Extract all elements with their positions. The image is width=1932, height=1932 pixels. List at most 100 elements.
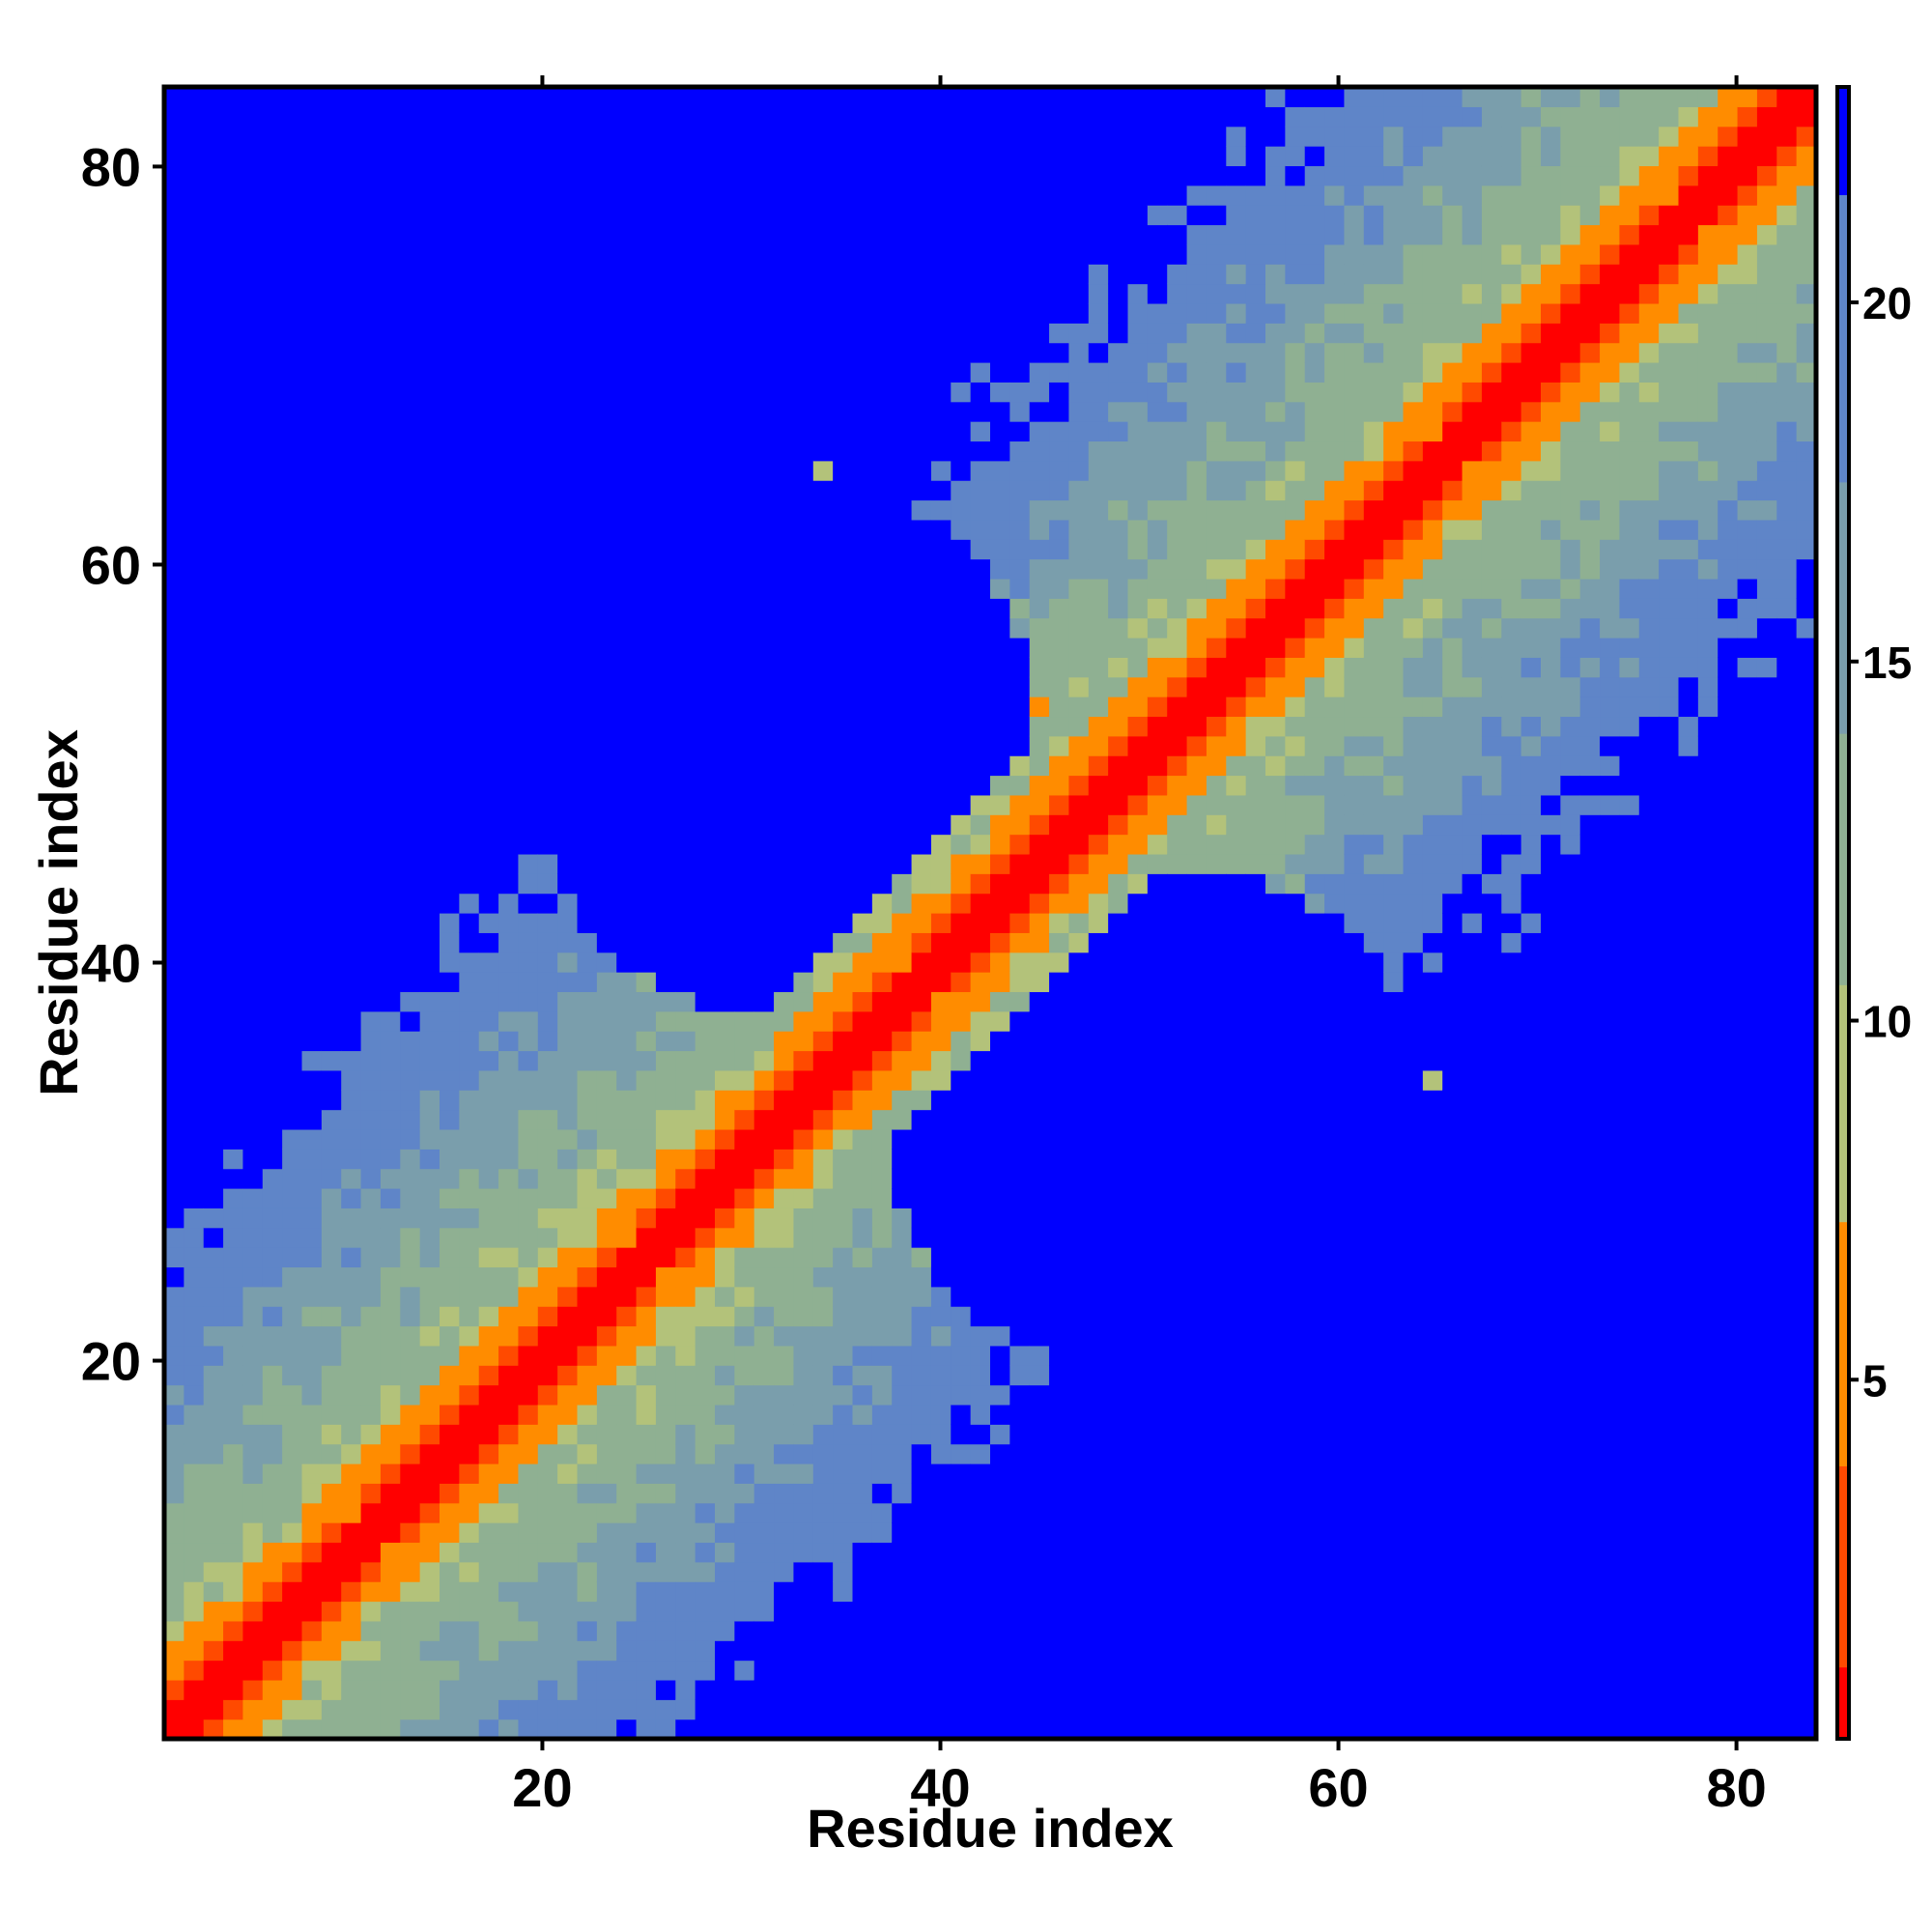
heatmap-cell (655, 1188, 676, 1208)
heatmap-cell (1029, 224, 1050, 245)
heatmap-cell (892, 1404, 913, 1425)
heatmap-cell (990, 834, 1010, 855)
heatmap-cell (753, 1168, 775, 1189)
heatmap-cell (675, 401, 696, 422)
heatmap-cell (1226, 1188, 1247, 1208)
heatmap-cell (203, 1168, 224, 1189)
heatmap-cell (1147, 558, 1168, 580)
heatmap-cell (164, 362, 185, 383)
heatmap-cell (262, 1463, 283, 1484)
heatmap-cell (793, 1266, 814, 1288)
heatmap-cell (833, 1522, 854, 1544)
heatmap-cell (596, 1090, 617, 1111)
heatmap-cell (892, 1090, 913, 1111)
heatmap-cell (852, 834, 873, 855)
heatmap-cell (1127, 578, 1149, 599)
heatmap-cell (478, 893, 499, 914)
heatmap-cell (1186, 362, 1208, 383)
heatmap-cell (990, 617, 1010, 639)
heatmap-cell (871, 1031, 893, 1052)
heatmap-cell (812, 755, 834, 777)
heatmap-cell (440, 323, 460, 344)
heatmap-cell (1108, 126, 1129, 147)
heatmap-cell (930, 617, 952, 639)
heatmap-cell (1147, 1443, 1168, 1464)
heatmap-cell (1226, 1463, 1247, 1484)
heatmap-cell (478, 1640, 499, 1662)
heatmap-cell (1245, 696, 1266, 718)
heatmap-cell (616, 401, 638, 422)
heatmap-cell (753, 1561, 775, 1582)
heatmap-cell (596, 1384, 617, 1406)
heatmap-cell (440, 638, 460, 658)
heatmap-cell (1304, 1502, 1325, 1523)
heatmap-cell (223, 558, 244, 580)
heatmap-cell (970, 342, 991, 363)
heatmap-cell (518, 952, 539, 973)
heatmap-cell (1226, 342, 1247, 363)
heatmap-cell (990, 1286, 1010, 1307)
heatmap-cell (1029, 1247, 1050, 1268)
heatmap-cell (1265, 1306, 1286, 1327)
heatmap-cell (774, 1247, 795, 1268)
heatmap-cell (537, 735, 558, 756)
heatmap-cell (1167, 1188, 1188, 1208)
heatmap-cell (518, 913, 539, 933)
heatmap-cell (1167, 1483, 1188, 1504)
heatmap-cell (459, 676, 480, 697)
heatmap-cell (164, 716, 185, 737)
heatmap-cell (1108, 558, 1129, 580)
heatmap-cell (753, 1128, 775, 1150)
heatmap-cell (1108, 1031, 1129, 1052)
heatmap-cell (616, 539, 638, 560)
heatmap-cell (1245, 440, 1266, 462)
heatmap-cell (812, 1306, 834, 1327)
heatmap-cell (1127, 1266, 1149, 1288)
heatmap-cell (990, 913, 1010, 933)
heatmap-cell (184, 558, 205, 580)
heatmap-cell (833, 1128, 854, 1150)
heatmap-cell (498, 1050, 520, 1071)
heatmap-cell (1108, 1522, 1129, 1544)
heatmap-cell (734, 1502, 755, 1523)
heatmap-cell (301, 558, 323, 580)
heatmap-cell (1147, 794, 1168, 815)
heatmap-cell (616, 1031, 638, 1052)
heatmap-cell (301, 834, 323, 855)
heatmap-cell (1029, 243, 1050, 265)
heatmap-cell (321, 1679, 342, 1700)
heatmap-cell (596, 834, 617, 855)
heatmap-cell (1049, 1581, 1070, 1603)
heatmap-cell (930, 657, 952, 678)
heatmap-cell (892, 735, 913, 756)
heatmap-cell (557, 1424, 579, 1445)
heatmap-cell (1147, 1109, 1168, 1130)
heatmap-cell (1186, 893, 1208, 914)
heatmap-cell (1186, 1188, 1208, 1208)
heatmap-cell (1324, 1601, 1346, 1622)
heatmap-cell (360, 1719, 382, 1740)
heatmap-cell (1206, 1128, 1227, 1150)
heatmap-cell (1068, 558, 1090, 580)
heatmap-cell (1108, 716, 1129, 737)
heatmap-cell (419, 185, 440, 206)
heatmap-cell (518, 598, 539, 619)
heatmap-cell (557, 421, 579, 442)
heatmap-cell (1285, 716, 1306, 737)
heatmap-cell (301, 617, 323, 639)
heatmap-cell (459, 716, 480, 737)
heatmap-cell (419, 1561, 440, 1582)
heatmap-cell (970, 1128, 991, 1150)
heatmap-cell (1285, 323, 1306, 344)
heatmap-cell (184, 735, 205, 756)
heatmap-cell (596, 794, 617, 815)
heatmap-cell (1108, 853, 1129, 874)
heatmap-cell (990, 1069, 1010, 1091)
heatmap-cell (184, 794, 205, 815)
heatmap-cell (675, 853, 696, 874)
heatmap-cell (360, 224, 382, 245)
heatmap-cell (616, 1149, 638, 1170)
heatmap-cell (596, 873, 617, 895)
heatmap-cell (184, 1069, 205, 1091)
heatmap-cell (537, 1031, 558, 1052)
